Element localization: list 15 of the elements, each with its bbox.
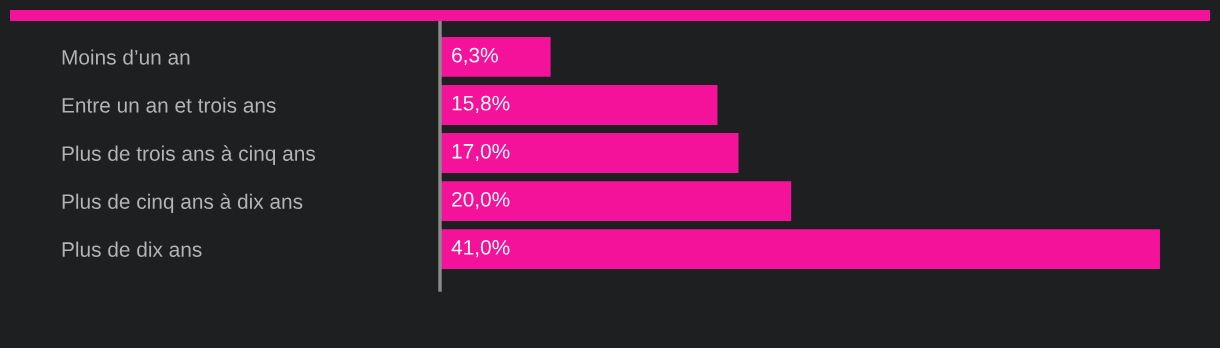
- bar: [440, 133, 739, 173]
- bar: [440, 229, 1160, 270]
- data-label: 15,8%: [452, 95, 510, 114]
- data-label: 20,0%: [452, 191, 510, 210]
- y-tick-label: Entre un an et trois ans: [62, 97, 276, 113]
- data-label: 41,0%: [451, 239, 510, 258]
- y-tick-label: Plus de trois ans à cinq ans: [62, 145, 316, 166]
- y-tick-label: Plus de dix ans: [62, 241, 202, 257]
- y-tick-label: Moins d’un an: [62, 49, 190, 65]
- bar: [440, 181, 792, 222]
- bar: [440, 85, 718, 125]
- data-label: 6,3%: [452, 47, 498, 65]
- y-tick-label: Plus de cinq ans à dix ans: [62, 193, 303, 214]
- bar: [440, 36, 551, 77]
- data-label: 17,0%: [452, 143, 510, 162]
